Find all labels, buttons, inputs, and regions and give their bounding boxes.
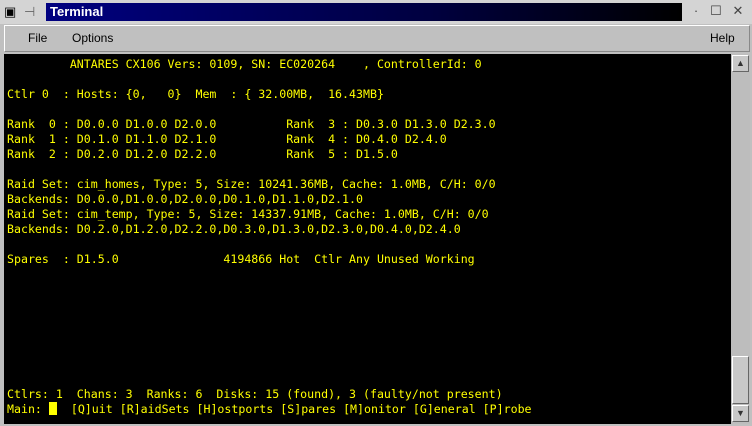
terminal-line: Ctlrs: 1 Chans: 3 Ranks: 6 Disks: 15 (fo… xyxy=(7,387,503,401)
command-menu: [Q]uit [R]aidSets [H]ostports [S]pares [… xyxy=(56,402,532,416)
terminal-line xyxy=(7,372,731,387)
terminal-line xyxy=(7,102,731,117)
terminal-line xyxy=(7,72,731,87)
terminal-app-icon[interactable]: ▣ xyxy=(4,4,17,19)
cursor xyxy=(48,402,57,415)
menu-options[interactable]: Options xyxy=(72,31,114,45)
terminal-line xyxy=(7,267,731,282)
terminal-line xyxy=(7,297,731,312)
menu-bar: File Options Help xyxy=(4,25,750,52)
title-bar: ▣ ⊣ Terminal · ☐ ✕ xyxy=(0,0,752,24)
terminal-line: Raid Set: cim_homes, Type: 5, Size: 1024… xyxy=(7,177,496,191)
scroll-down-arrow-icon[interactable]: ▼ xyxy=(732,405,749,422)
terminal-line: Spares : D1.5.0 4194866 Hot Ctlr Any Unu… xyxy=(7,252,475,266)
scrollbar-thumb[interactable] xyxy=(732,356,749,404)
terminal-line xyxy=(7,237,731,252)
terminal-line xyxy=(7,357,731,372)
close-button[interactable]: ✕ xyxy=(732,3,744,18)
terminal-line: Rank 1 : D0.1.0 D1.1.0 D2.1.0 Rank 4 : D… xyxy=(7,132,447,146)
terminal-line xyxy=(7,312,731,327)
prompt-label: Main: xyxy=(7,402,49,416)
terminal-line xyxy=(7,162,731,177)
terminal-line xyxy=(7,342,731,357)
terminal-line: Backends: D0.0.0,D1.0.0,D2.0.0,D0.1.0,D1… xyxy=(7,192,363,206)
pin-icon[interactable]: ⊣ xyxy=(24,4,36,19)
scroll-up-arrow-icon[interactable]: ▲ xyxy=(732,55,749,72)
terminal-line: ANTARES CX106 Vers: 0109, SN: EC020264 ,… xyxy=(7,57,482,71)
terminal-line xyxy=(7,327,731,342)
terminal-line: Raid Set: cim_temp, Type: 5, Size: 14337… xyxy=(7,207,489,221)
terminal-output[interactable]: ANTARES CX106 Vers: 0109, SN: EC020264 ,… xyxy=(4,54,731,424)
maximize-button[interactable]: ☐ xyxy=(710,3,722,18)
minimize-button[interactable]: · xyxy=(693,3,699,18)
terminal-line: Rank 2 : D0.2.0 D1.2.0 D2.2.0 Rank 5 : D… xyxy=(7,147,398,161)
menu-file[interactable]: File xyxy=(28,31,48,45)
menu-help[interactable]: Help xyxy=(710,31,735,45)
prompt-line: Main: [Q]uit [R]aidSets [H]ostports [S]p… xyxy=(7,402,731,417)
window-title: Terminal xyxy=(46,3,682,21)
terminal-line: Rank 0 : D0.0.0 D1.0.0 D2.0.0 Rank 3 : D… xyxy=(7,117,496,131)
scrollbar[interactable]: ▲ ▼ xyxy=(731,54,750,424)
terminal-line xyxy=(7,282,731,297)
terminal-line: Backends: D0.2.0,D1.2.0,D2.2.0,D0.3.0,D1… xyxy=(7,222,461,236)
terminal-line: Ctlr 0 : Hosts: {0, 0} Mem : { 32.00MB, … xyxy=(7,87,384,101)
